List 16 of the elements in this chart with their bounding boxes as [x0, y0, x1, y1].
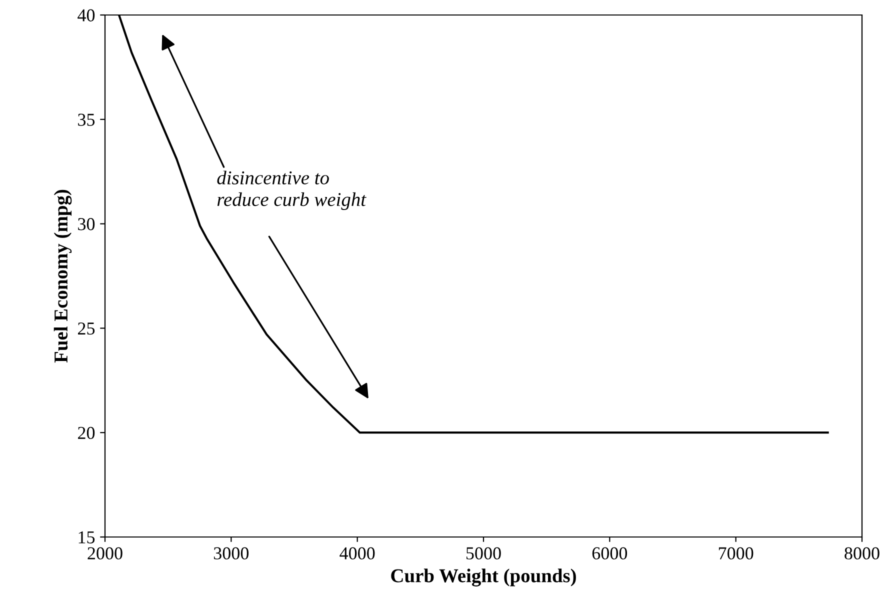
y-tick-label: 35	[78, 114, 95, 126]
x-tick-label: 2000	[88, 547, 122, 560]
x-tick-label: 6000	[592, 547, 628, 560]
x-tick-label: 7000	[718, 547, 754, 560]
y-tick-label: 20	[78, 426, 95, 440]
y-tick-label: 30	[78, 218, 95, 230]
y-tick-label: 25	[78, 322, 95, 335]
x-tick-label: 5000	[466, 547, 501, 560]
y-tick-label: 15	[78, 531, 95, 544]
x-tick-label: 3000	[214, 547, 249, 560]
annotation: disincentive to reduce curb weight	[217, 170, 366, 210]
y-tick-label: 40	[78, 9, 95, 22]
x-tick-label: 8000	[844, 547, 880, 560]
x-tick-label: 4000	[340, 547, 375, 560]
y-axis-title: Fuel Economy (mpg)	[54, 190, 72, 363]
x-axis-title: Curb Weight (pounds)	[391, 568, 576, 586]
